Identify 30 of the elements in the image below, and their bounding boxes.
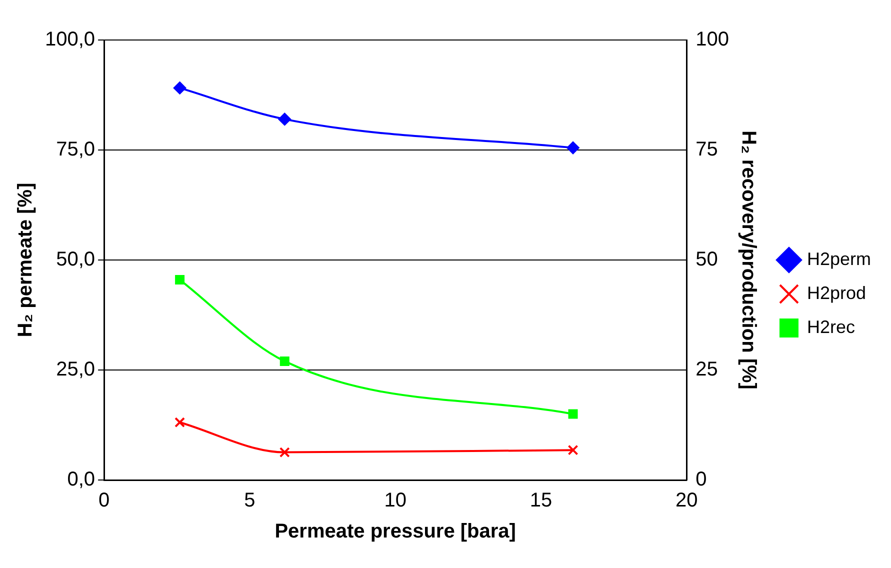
point [566, 141, 580, 154]
y2-tick-label: 0 [696, 468, 707, 491]
y-tick-label: 50,0 [56, 248, 96, 271]
y2-tick-label: 25 [696, 358, 718, 381]
y-tick-label: 25,0 [56, 358, 96, 381]
y2-tick-label: 50 [696, 248, 718, 271]
y2-axis-title: H₂ recovery/production [%] [737, 130, 760, 390]
point [568, 409, 578, 419]
y-tick-label: 100,0 [44, 28, 96, 51]
point [279, 447, 290, 458]
point [568, 444, 578, 456]
legend-label: H2perm [806, 248, 872, 269]
y-tick-label: 75,0 [56, 138, 96, 161]
y2-tick-label: 100 [696, 28, 729, 51]
legend-label: H2rec [806, 316, 855, 337]
point [173, 81, 186, 94]
y-tick-label: 0,0 [67, 468, 96, 491]
x-tick-label: 15 [530, 490, 552, 512]
x-tick-label: 0 [98, 490, 110, 512]
point [174, 417, 186, 428]
x-tick-label: 5 [244, 490, 256, 512]
y-axis-title: H₂ permeate [%] [14, 182, 37, 338]
legend-label: H2prod [806, 282, 866, 303]
point [278, 112, 292, 126]
x-tick-label: 10 [384, 490, 406, 512]
point [175, 275, 185, 285]
point [280, 356, 290, 366]
x-axis-title: Permeate pressure [bara] [274, 520, 516, 543]
y2-tick-label: 75 [696, 138, 718, 161]
x-tick-label: 20 [675, 490, 698, 512]
